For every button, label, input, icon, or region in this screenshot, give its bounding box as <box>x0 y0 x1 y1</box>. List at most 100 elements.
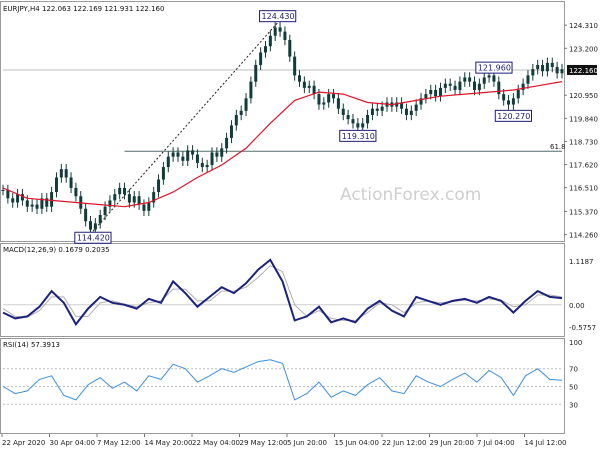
current-price-tag <box>567 64 597 75</box>
price-candle-body <box>293 56 297 76</box>
time-axis-label: 7 May 12:00 <box>97 439 141 447</box>
price-candle-body <box>302 81 306 88</box>
moving-average-line <box>2 81 563 208</box>
price-candle-body <box>531 69 535 76</box>
price-candle-body <box>200 162 204 168</box>
price-candle-body <box>50 192 54 207</box>
price-candle-body <box>429 89 433 95</box>
price-candle-body <box>336 98 340 109</box>
price-candle-body <box>166 156 170 168</box>
time-axis-label: 22 May 04:00 <box>192 439 240 447</box>
price-candle-body <box>507 100 511 105</box>
price-candle-body <box>409 110 413 115</box>
time-axis-label: 29 Jun 20:00 <box>430 439 474 447</box>
time-axis-label: 29 May 12:00 <box>240 439 288 447</box>
rsi-axis-label: 30 <box>569 401 578 409</box>
price-candle-body <box>404 108 408 115</box>
price-candle-body <box>370 108 374 115</box>
price-candle-body <box>171 152 175 157</box>
price-annotation-box <box>339 129 377 142</box>
price-candle-body <box>477 83 481 90</box>
price-candle-body <box>103 206 107 215</box>
price-candle-body <box>419 98 423 105</box>
price-candle-body <box>1 189 5 191</box>
price-candle-body <box>395 102 399 107</box>
price-candle-body <box>463 77 467 82</box>
price-candle-body <box>487 75 491 78</box>
price-candle-body <box>438 87 442 97</box>
price-candle-body <box>550 62 554 68</box>
price-axis: 124.310 123.200 122.160 120.950 119.840 118.7… <box>564 22 598 240</box>
price-annotation-label: 120.270 <box>497 112 530 121</box>
rsi-axis: 100 70 50 30 <box>569 339 582 409</box>
price-candle-body <box>361 123 365 128</box>
macd-axis-label: 1.1187 <box>569 258 594 266</box>
price-candle-body <box>341 108 345 115</box>
price-axis-label: 119.840 <box>569 115 598 123</box>
price-axis-label: 114.260 <box>569 232 598 240</box>
price-candle-body <box>35 204 39 209</box>
price-candle-body <box>40 198 44 209</box>
macd-axis-label: 0.00 <box>569 302 585 310</box>
price-candle-body <box>259 52 263 65</box>
price-candle-body <box>191 150 195 155</box>
price-candle-body <box>30 204 34 207</box>
price-candle-body <box>298 75 302 82</box>
rsi-axis-label: 50 <box>569 384 578 392</box>
price-candle-body <box>25 200 29 207</box>
macd-layer <box>2 258 563 327</box>
price-candle-body <box>16 194 20 203</box>
price-candle-body <box>516 89 520 99</box>
price-candle-body <box>210 152 214 165</box>
price-candle-body <box>497 81 501 95</box>
price-axis-label: 123.200 <box>569 45 598 53</box>
price-candle-body <box>142 204 146 211</box>
price-candle-body <box>443 83 447 88</box>
price-axis-label: 120.950 <box>569 92 598 100</box>
price-candle-body <box>215 152 219 157</box>
rsi-axis-label: 70 <box>569 366 578 374</box>
rsi-layer <box>2 359 563 405</box>
price-candle-body <box>20 194 24 201</box>
price-candle-body <box>545 62 549 72</box>
price-candle-body <box>45 198 49 207</box>
time-axis-label: 7 Jul 04:00 <box>477 439 515 447</box>
price-axis-label: 118.730 <box>569 138 598 146</box>
price-candle-body <box>283 31 287 40</box>
time-axis-label: 5 Jun 20:00 <box>287 439 327 447</box>
price-candle-body <box>288 39 292 57</box>
price-candle-body <box>205 164 209 168</box>
price-candle-body <box>108 200 112 207</box>
price-candle-body <box>220 148 224 157</box>
time-axis-label: 14 Jul 12:00 <box>525 439 567 447</box>
price-candle-body <box>458 81 462 90</box>
price-candle-body <box>152 192 156 203</box>
price-candle-body <box>327 94 331 103</box>
price-candle-body <box>356 123 360 128</box>
price-candle-body <box>307 85 311 88</box>
price-panel-frame <box>0 1 565 242</box>
price-candle-body <box>263 46 267 53</box>
time-axis-label: 22 Jun 12:00 <box>382 439 426 447</box>
price-candle-body <box>11 198 15 203</box>
price-candle-body <box>473 81 477 90</box>
price-candle-body <box>229 125 233 138</box>
price-candle-body <box>468 77 472 82</box>
price-annotation-box <box>74 231 112 244</box>
macd-axis: 1.1187 0.00 -0.5757 <box>569 258 596 332</box>
price-annotation-box <box>259 10 297 23</box>
price-candle-body <box>351 119 355 124</box>
price-candle-body <box>375 108 379 111</box>
price-candle-body <box>123 187 127 195</box>
rsi-header: RSI(14) 57.3913 <box>3 341 60 349</box>
price-candle-body <box>400 102 404 109</box>
time-axis-label: 14 May 20:00 <box>145 439 193 447</box>
price-candle-body <box>176 152 180 157</box>
price-candle-body <box>181 156 185 161</box>
price-candle-body <box>526 75 530 84</box>
price-annotation-label: 114.420 <box>77 234 110 243</box>
time-axis-label: 15 Jun 04:00 <box>335 439 379 447</box>
price-candle-body <box>147 202 151 211</box>
price-axis-label: 116.510 <box>569 185 598 193</box>
price-candle-body <box>118 187 122 195</box>
